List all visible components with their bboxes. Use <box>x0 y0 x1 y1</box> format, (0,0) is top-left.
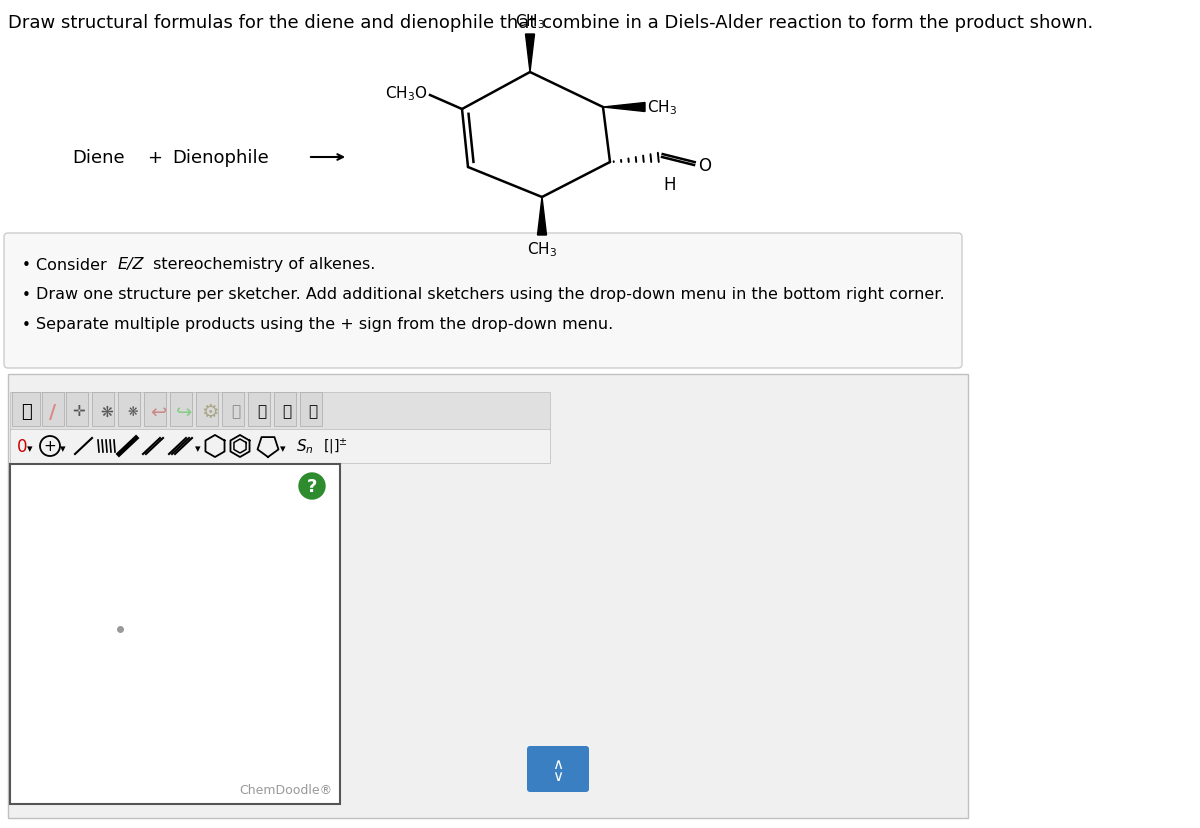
Text: CH$_3$O: CH$_3$O <box>385 84 428 104</box>
Text: ↪: ↪ <box>176 402 192 421</box>
Bar <box>248 392 270 426</box>
Polygon shape <box>604 104 646 113</box>
Text: ▾: ▾ <box>60 444 66 454</box>
Text: 🔍: 🔍 <box>258 404 266 419</box>
Text: Draw one structure per sketcher. Add additional sketchers using the drop-down me: Draw one structure per sketcher. Add add… <box>36 287 944 302</box>
Bar <box>10 465 340 804</box>
Text: Consider: Consider <box>36 258 112 272</box>
Text: O: O <box>698 156 710 175</box>
Text: ↩: ↩ <box>150 402 166 421</box>
Polygon shape <box>538 198 546 236</box>
Bar <box>144 392 166 426</box>
Text: CH$_3$: CH$_3$ <box>527 240 557 258</box>
Text: Draw structural formulas for the diene and dienophile that combine in a Diels-Al: Draw structural formulas for the diene a… <box>8 14 1093 32</box>
Text: CH$_3$: CH$_3$ <box>515 12 545 31</box>
Text: •: • <box>22 287 31 302</box>
Circle shape <box>299 474 325 499</box>
FancyBboxPatch shape <box>527 746 589 792</box>
Text: ⚙: ⚙ <box>202 402 218 421</box>
Bar <box>300 392 322 426</box>
Text: +: + <box>43 439 56 454</box>
Text: Diene: Diene <box>72 149 125 166</box>
Bar <box>0 374 1200 828</box>
Text: 0: 0 <box>17 437 28 455</box>
Text: Dienophile: Dienophile <box>172 149 269 166</box>
Text: ▾: ▾ <box>280 444 286 454</box>
Text: 🖐: 🖐 <box>20 402 31 421</box>
Text: ✨: ✨ <box>308 404 318 419</box>
Bar <box>274 392 296 426</box>
Text: stereochemistry of alkenes.: stereochemistry of alkenes. <box>148 258 376 272</box>
Text: •: • <box>22 317 31 332</box>
Text: ❋: ❋ <box>127 405 138 418</box>
Text: +: + <box>148 149 162 166</box>
Text: ∧: ∧ <box>552 757 564 772</box>
FancyBboxPatch shape <box>4 233 962 368</box>
Text: H: H <box>664 176 677 194</box>
Text: 📋: 📋 <box>232 404 240 419</box>
Bar <box>196 392 218 426</box>
Text: ?: ? <box>307 478 317 495</box>
Text: ▾: ▾ <box>28 444 32 454</box>
Text: Separate multiple products using the + sign from the drop-down menu.: Separate multiple products using the + s… <box>36 317 613 332</box>
Polygon shape <box>526 35 534 73</box>
Text: •: • <box>22 258 31 272</box>
FancyBboxPatch shape <box>8 374 968 818</box>
Text: $\mathit{S}_n$: $\mathit{S}_n$ <box>296 437 314 455</box>
Bar <box>66 392 88 426</box>
Text: E/Z: E/Z <box>118 258 144 272</box>
Text: ▾: ▾ <box>196 444 200 454</box>
Bar <box>222 392 244 426</box>
Text: ChemDoodle®: ChemDoodle® <box>239 783 332 796</box>
Bar <box>92 392 114 426</box>
Text: ∨: ∨ <box>552 768 564 783</box>
Text: CH$_3$: CH$_3$ <box>647 99 677 118</box>
Bar <box>118 392 140 426</box>
Text: ❋: ❋ <box>101 404 113 419</box>
Bar <box>12 392 40 426</box>
Bar <box>42 392 64 426</box>
Text: [|]$^{\pm}$: [|]$^{\pm}$ <box>323 436 347 456</box>
Text: ✛: ✛ <box>73 404 85 419</box>
Text: 🔍: 🔍 <box>282 404 292 419</box>
Bar <box>170 392 192 426</box>
Bar <box>10 430 550 464</box>
Text: /: / <box>49 402 56 421</box>
Bar <box>10 392 550 431</box>
